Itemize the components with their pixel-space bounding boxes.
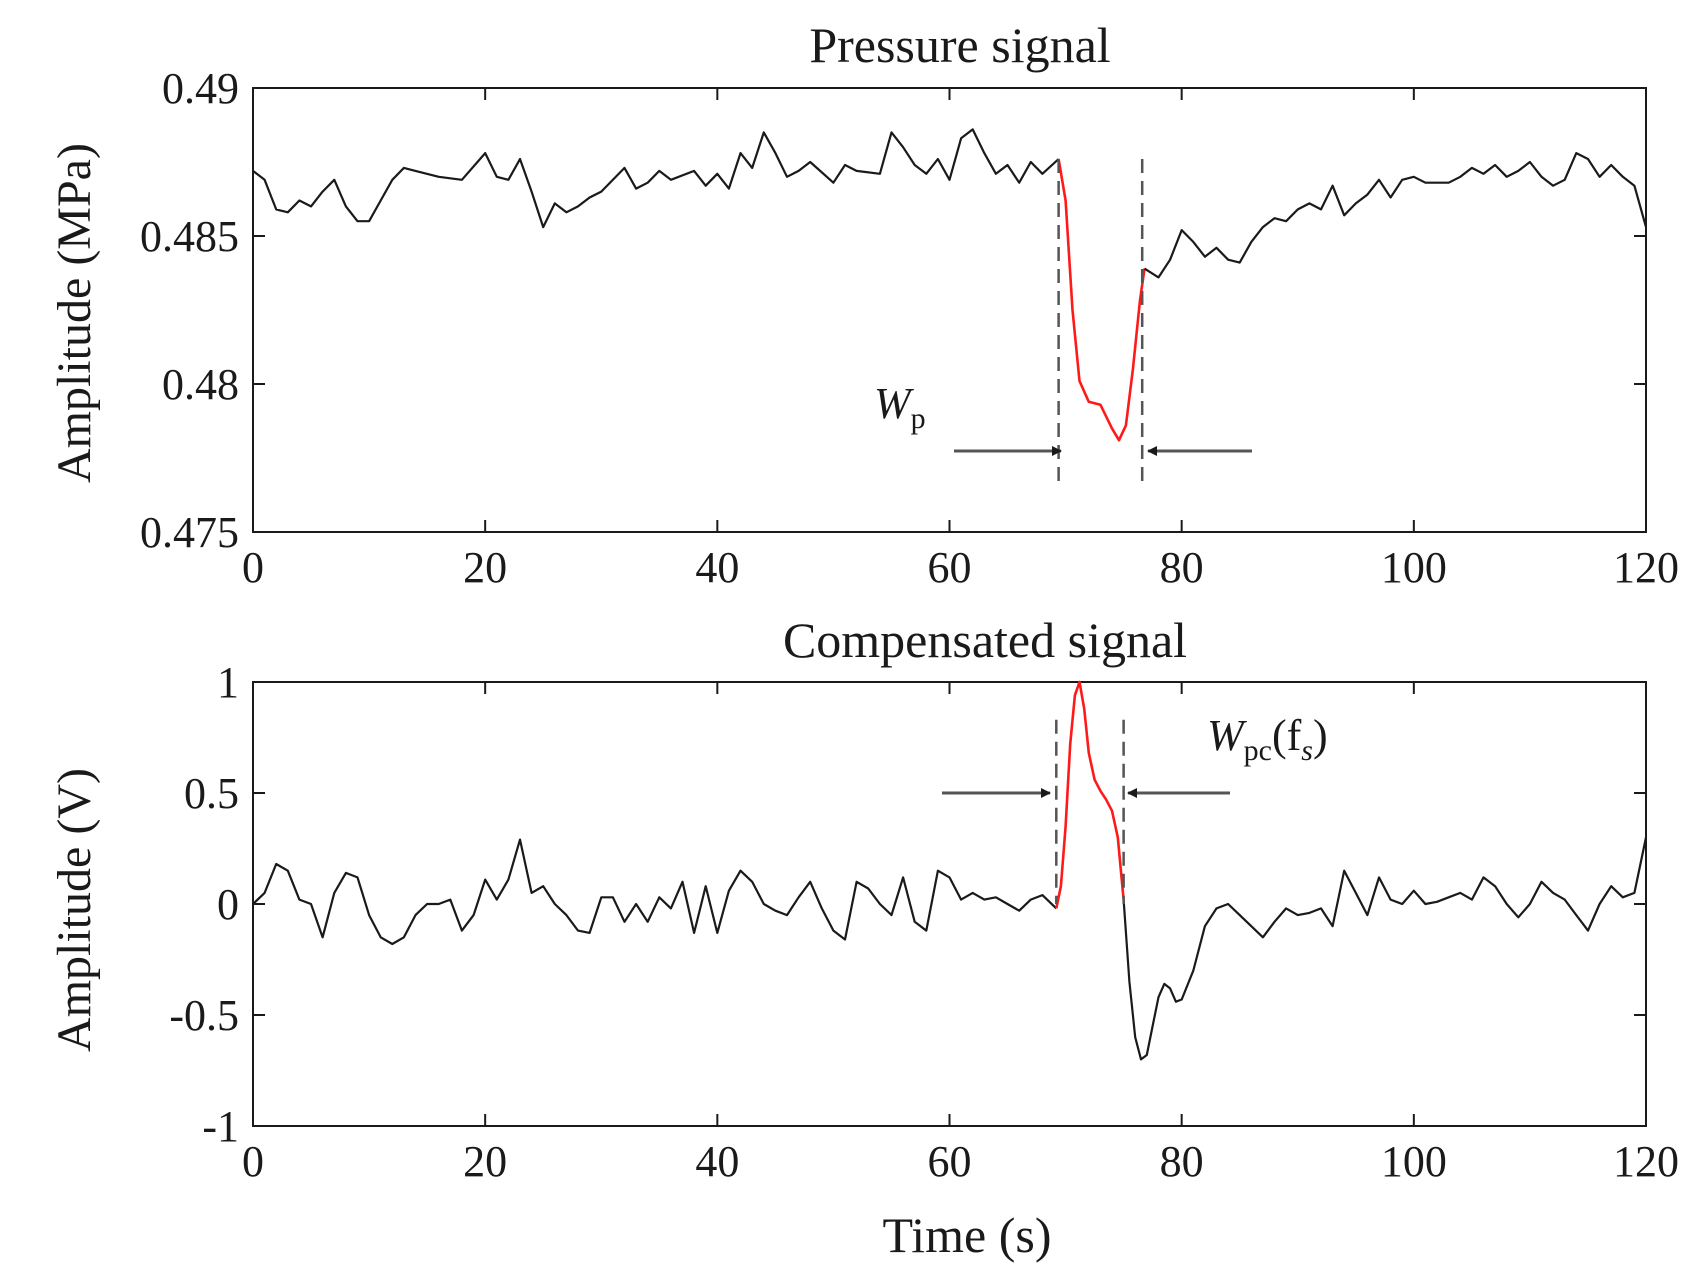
x-tick-label: 120 <box>1613 543 1679 592</box>
y-tick-label: 0 <box>217 880 239 929</box>
x-tick-label: 0 <box>242 543 264 592</box>
x-tick-label: 100 <box>1381 1137 1447 1186</box>
y-tick-label: -0.5 <box>169 991 239 1040</box>
pressure-panel: Pressure signal 0.475 0.48 0.485 0.49 0 20 40… <box>48 17 1679 592</box>
y-tick-label: 0.485 <box>140 212 239 261</box>
panel-title: Pressure signal <box>809 17 1110 73</box>
y-tick-label: 0.5 <box>184 769 239 818</box>
y-tick-label: 0.48 <box>162 360 239 409</box>
y-tick-label: 0.475 <box>140 508 239 557</box>
axes-box <box>252 87 1647 533</box>
pressure-dip-line <box>1057 158 1146 442</box>
wp-annotation: Wp <box>874 379 1252 456</box>
panel-title: Compensated signal <box>783 612 1187 668</box>
y-axis-label: Amplitude (V) <box>48 768 101 1052</box>
axis-ticks <box>252 87 1647 533</box>
axes-box <box>252 681 1647 1127</box>
width-markers <box>1057 159 1144 484</box>
axis-ticks <box>252 681 1647 1127</box>
x-tick-label: 60 <box>928 543 972 592</box>
compensated-line <box>252 838 1058 946</box>
pressure-tail-line <box>1143 152 1648 279</box>
x-tick-label: 20 <box>463 543 507 592</box>
x-tick-label: 100 <box>1381 543 1447 592</box>
y-tick-label: 1 <box>217 658 239 707</box>
x-tick-label: 0 <box>242 1137 264 1186</box>
compensated-tail-line <box>1122 837 1648 1061</box>
plot-area <box>252 87 1647 533</box>
compensated-panel: Compensated signal -1 -0.5 0 0.5 1 0 20 40 60 80… <box>48 612 1679 1263</box>
x-tick-label: 80 <box>1160 1137 1204 1186</box>
x-tick-label: 20 <box>463 1137 507 1186</box>
pressure-line <box>252 128 1060 229</box>
plot-area <box>252 681 1647 1127</box>
x-tick-label: 80 <box>1160 543 1204 592</box>
y-tick-labels: -1 -0.5 0 0.5 1 <box>169 658 239 1151</box>
x-tick-label: 120 <box>1613 1137 1679 1186</box>
y-tick-labels: 0.475 0.48 0.485 0.49 <box>140 64 239 557</box>
series-lines <box>252 128 1648 442</box>
x-tick-label: 40 <box>695 543 739 592</box>
wpc-annotation: Wpc(fs) <box>942 711 1328 798</box>
x-tick-label: 40 <box>695 1137 739 1186</box>
series-lines <box>252 680 1648 1061</box>
compensated-pulse-line <box>1055 680 1125 909</box>
x-tick-labels: 0 20 40 60 80 100 120 <box>242 543 1679 592</box>
annotation-label: Wp <box>874 379 926 435</box>
x-tick-label: 60 <box>928 1137 972 1186</box>
width-markers <box>1055 719 1125 904</box>
y-tick-label: 0.49 <box>162 64 239 113</box>
x-tick-labels: 0 20 40 60 80 100 120 <box>242 1137 1679 1186</box>
x-axis-label: Time (s) <box>882 1207 1051 1263</box>
y-tick-label: -1 <box>202 1102 239 1151</box>
y-axis-label: Amplitude (MPa) <box>48 143 101 483</box>
annotation-label: Wpc(fs) <box>1207 711 1328 767</box>
